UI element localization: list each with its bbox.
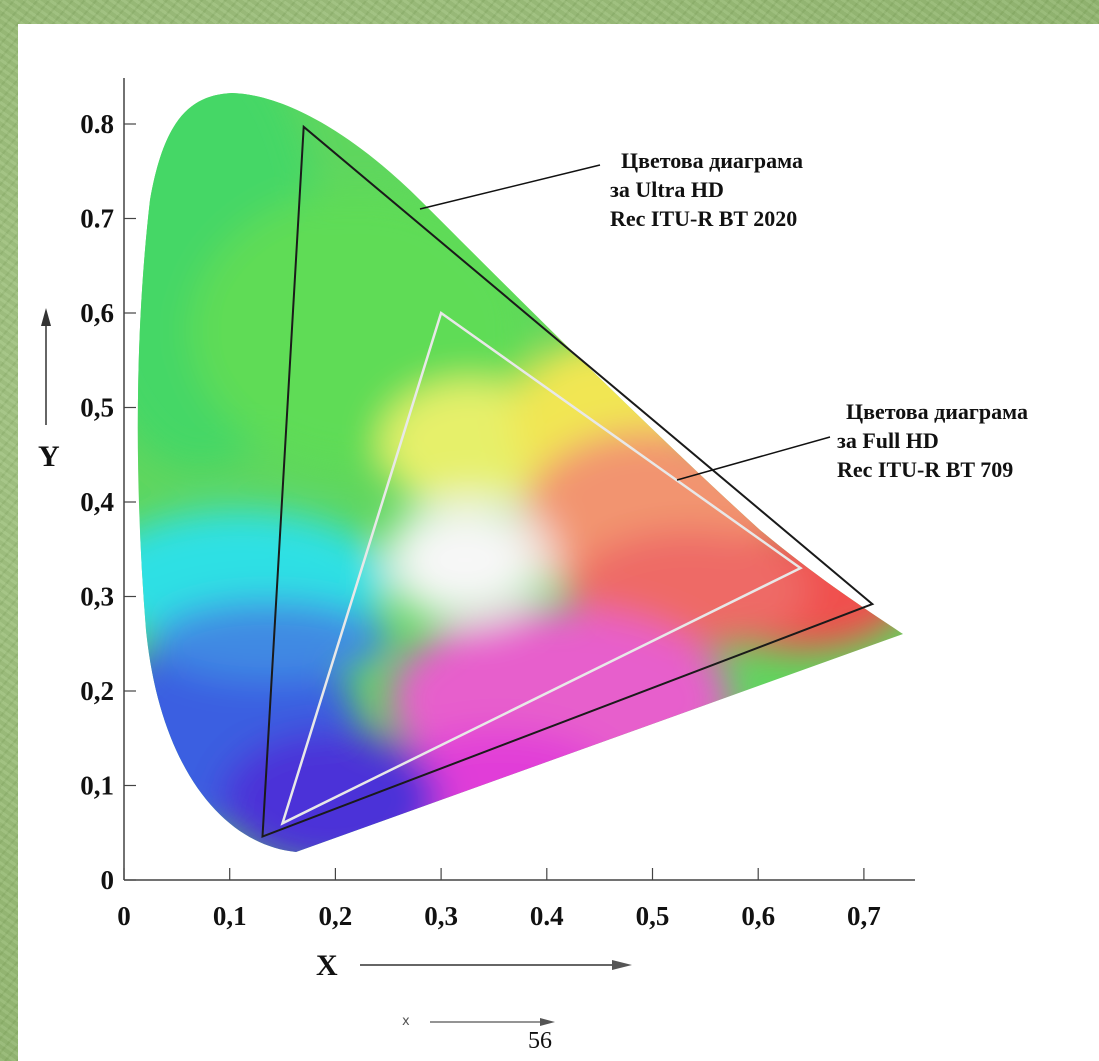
- x-tick-label: 0: [117, 901, 131, 931]
- rec2020-gamut-triangle: [261, 124, 875, 838]
- y-axis-arrow: [41, 308, 51, 425]
- small-x-arrow: [430, 1018, 555, 1026]
- page-number: 56: [528, 1028, 552, 1054]
- x-tick-label: 0,3: [424, 901, 458, 931]
- x-tick-label: 0,7: [847, 901, 881, 931]
- rec2020-annotation-line-2: за Ultra HD: [610, 177, 724, 202]
- rec2020-annotation-line-3: Rec ITU-R BT 2020: [610, 206, 797, 231]
- x-tick-label: 0.4: [530, 901, 564, 931]
- x-tick-label: 0,1: [213, 901, 247, 931]
- x-tick-label: 0,5: [636, 901, 670, 931]
- y-tick-label: 0,2: [80, 676, 114, 706]
- x-axis-label: X: [316, 949, 338, 982]
- rec709-leader-line: [676, 436, 831, 481]
- y-tick-label: 0.8: [80, 109, 114, 139]
- rec709-annotation: Цветова диаграма за Full HD Rec ITU-R BT…: [837, 399, 1033, 482]
- rec709-gamut-triangle: [280, 310, 803, 826]
- y-tick-label: 0,3: [80, 582, 114, 612]
- y-tick-label: 0,5: [80, 393, 114, 423]
- rec2020-annotation-line-1: Цветова диаграма: [621, 148, 803, 173]
- y-tick-label: 0,1: [80, 771, 114, 801]
- y-tick-label: 0: [101, 865, 115, 895]
- x-tick-label: 0,6: [741, 901, 775, 931]
- y-tick-label: 0.7: [80, 204, 114, 234]
- y-axis-ticks: 0 0,1 0,2 0,3 0,4 0,5 0,6 0.7 0.8: [80, 109, 136, 895]
- rec2020-leader-line: [419, 164, 601, 210]
- rec709-annotation-line-1: Цветова диаграма: [846, 399, 1028, 424]
- rec2020-annotation: Цветова диаграма за Ultra HD Rec ITU-R B…: [610, 148, 808, 231]
- x-axis-ticks: 0 0,1 0,2 0,3 0.4 0,5 0,6 0,7: [117, 868, 881, 931]
- y-tick-label: 0,6: [80, 298, 114, 328]
- rec709-annotation-line-3: Rec ITU-R BT 709: [837, 457, 1013, 482]
- x-tick-label: 0,2: [319, 901, 353, 931]
- y-tick-label: 0,4: [80, 487, 114, 517]
- y-axis-label: Y: [38, 440, 60, 473]
- rec709-annotation-line-2: за Full HD: [837, 428, 939, 453]
- small-x-label: x: [402, 1014, 410, 1029]
- x-axis-arrow: [360, 960, 632, 970]
